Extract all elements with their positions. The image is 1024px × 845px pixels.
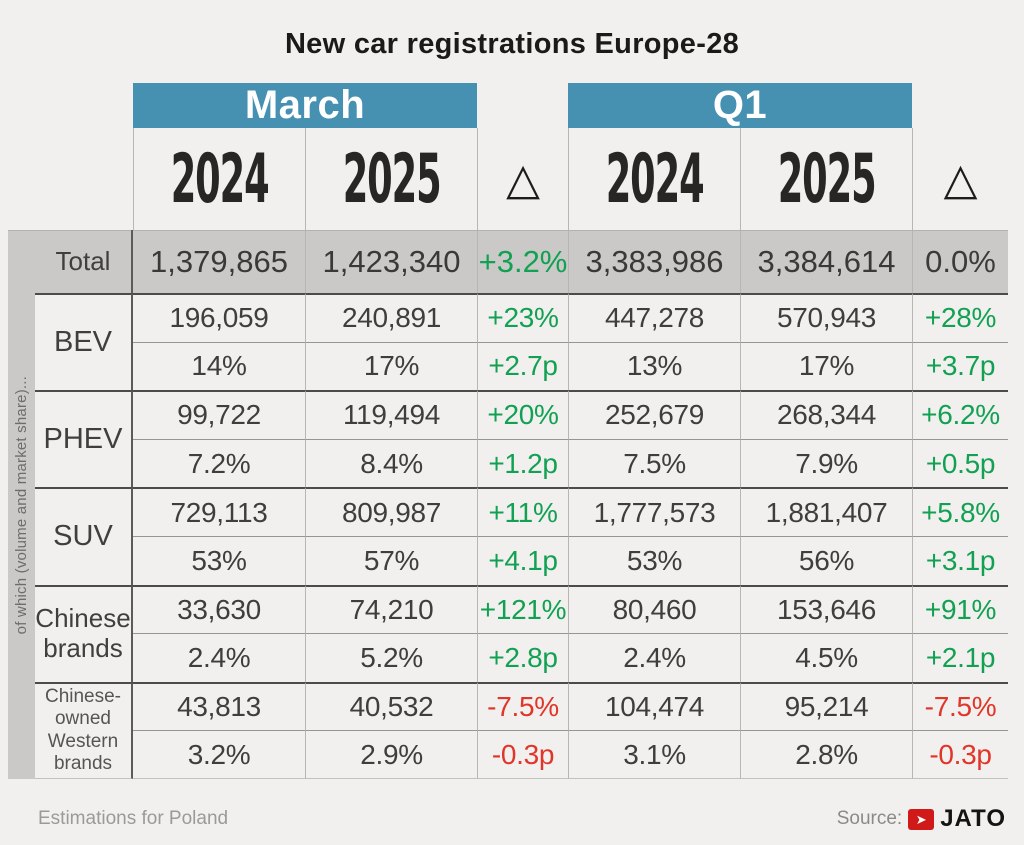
cell-suv-share-q1-2024: 53% [568,535,740,585]
delta-icon: △ [943,154,978,204]
cell-total-q1-2025: 3,384,614 [740,230,912,293]
cell-chinese-volume-q1-2024: 80,460 [568,584,740,634]
cell-chinese-share-march-delta: +2.8p [477,633,568,682]
cell-bev-volume-q1-2025: 570,943 [740,293,912,342]
cell-phev-volume-q1-2024: 252,679 [568,390,740,439]
row-label-suv: SUV [35,487,133,585]
cell-bev-share-march-delta: +2.7p [477,341,568,391]
cell-phev-share-q1-delta: +0.5p [912,438,1008,488]
cell-suv-share-march-delta: +4.1p [477,535,568,585]
q1-header: Q1 [568,83,912,128]
source-attribution: Source: ➤ JATO [837,805,1006,833]
cell-chinese-volume-march-2025: 74,210 [305,584,477,634]
cell-phev-volume-march-2024: 99,722 [133,390,305,439]
total-row-background [35,230,1008,293]
row-label-chinese-brands: Chinese brands [35,584,133,682]
cell-suv-volume-march-delta: +11% [477,487,568,536]
cell-chinese-volume-march-2024: 33,630 [133,584,305,634]
cell-suv-share-q1-delta: +3.1p [912,535,1008,585]
cell-suv-volume-q1-2024: 1,777,573 [568,487,740,536]
cell-chow-volume-q1-delta: -7.5% [912,681,1008,731]
cell-chow-volume-q1-2025: 95,214 [740,681,912,731]
cell-suv-share-march-2024: 53% [133,535,305,585]
cell-bev-share-march-2024: 14% [133,341,305,391]
col-header-q1-delta: △ [912,128,1008,230]
jato-logo-icon: ➤ [908,808,935,830]
row-label-phev: PHEV [35,390,133,488]
cell-chinese-share-q1-2025: 4.5% [740,633,912,682]
cell-total-q1-delta: 0.0% [912,230,1008,293]
cell-chinese-share-q1-2024: 2.4% [568,633,740,682]
col-header-march-2025: 2025 [305,128,477,230]
cell-chow-share-march-2025: 2.9% [305,730,477,779]
source-brand-name: JATO [940,805,1006,832]
source-label: Source: [836,808,903,829]
cell-bev-share-q1-delta: +3.7p [912,341,1008,391]
cell-total-march-delta: +3.2% [477,230,568,293]
cell-bev-share-march-2025: 17% [305,341,477,391]
cell-suv-volume-q1-delta: +5.8% [912,487,1008,536]
march-header: March [133,83,477,128]
side-note: of which (volume and market share)... [13,375,30,635]
col-header-q1-2024: 2024 [568,128,740,230]
cell-phev-share-march-delta: +1.2p [477,438,568,488]
cell-chinese-volume-q1-delta: +91% [912,584,1008,634]
cell-total-march-2024: 1,379,865 [150,243,288,279]
cell-bev-volume-march-delta: +23% [477,293,568,342]
cell-chinese-share-march-2024: 2.4% [133,633,305,682]
jato-arrow-icon: ➤ [915,811,927,827]
side-note-strip: of which (volume and market share)... [8,230,35,779]
cell-bev-share-q1-2024: 13% [568,341,740,391]
cell-chinese-volume-march-delta: +121% [477,584,568,634]
row-label-total: Total [35,230,133,293]
cell-chinese-share-march-2025: 5.2% [305,633,477,682]
cell-chow-share-march-2024: 3.2% [133,730,305,779]
cell-phev-volume-march-2025: 119,494 [305,390,477,439]
cell-bev-volume-q1-2024: 447,278 [568,293,740,342]
cell-suv-share-march-2025: 57% [305,535,477,585]
cell-bev-volume-march-2025: 240,891 [305,293,477,342]
page-title: New car registrations Europe-28 [284,28,740,60]
col-header-q1-2025: 2025 [740,128,912,230]
cell-bev-share-q1-2025: 17% [740,341,912,391]
cell-chow-share-q1-2024: 3.1% [568,730,740,779]
cell-suv-volume-q1-2025: 1,881,407 [740,487,912,536]
cell-phev-volume-march-delta: +20% [477,390,568,439]
cell-chinese-share-q1-delta: +2.1p [912,633,1008,682]
cell-chinese-volume-q1-2025: 153,646 [740,584,912,634]
cell-chow-volume-march-delta: -7.5% [477,681,568,731]
cell-phev-volume-q1-2025: 268,344 [740,390,912,439]
cell-chow-share-q1-2025: 2.8% [740,730,912,779]
row-label-chinese-owned-western-brands: Chinese- owned Western brands [35,681,133,779]
cell-chow-volume-march-2024: 43,813 [133,681,305,731]
cell-phev-share-march-2025: 8.4% [305,438,477,488]
cell-chow-volume-march-2025: 40,532 [305,681,477,731]
delta-icon: △ [506,154,540,204]
registrations-table: March Q1 2024 2025 △ 2024 2025 △ of whic… [8,83,1008,779]
cell-chow-volume-q1-2024: 104,474 [568,681,740,731]
cell-phev-share-q1-2024: 7.5% [568,438,740,488]
cell-chow-share-march-delta: -0.3p [477,730,568,779]
col-header-march-2024: 2024 [133,128,305,230]
col-header-march-delta: △ [477,128,568,230]
cell-suv-volume-march-2025: 809,987 [305,487,477,536]
row-label-bev: BEV [35,293,133,391]
cell-suv-share-q1-2025: 56% [740,535,912,585]
cell-bev-volume-q1-delta: +28% [912,293,1008,342]
cell-phev-share-march-2024: 7.2% [133,438,305,488]
cell-phev-share-q1-2025: 7.9% [740,438,912,488]
cell-suv-volume-march-2024: 729,113 [133,487,305,536]
cell-total-march-2025: 1,423,340 [305,230,477,293]
cell-bev-volume-march-2024: 196,059 [133,293,305,342]
cell-total-q1-2024: 3,383,986 [568,230,740,293]
footer-note: Estimations for Poland [38,808,229,829]
cell-chow-share-q1-delta: -0.3p [912,730,1008,779]
cell-phev-volume-q1-delta: +6.2% [912,390,1008,439]
